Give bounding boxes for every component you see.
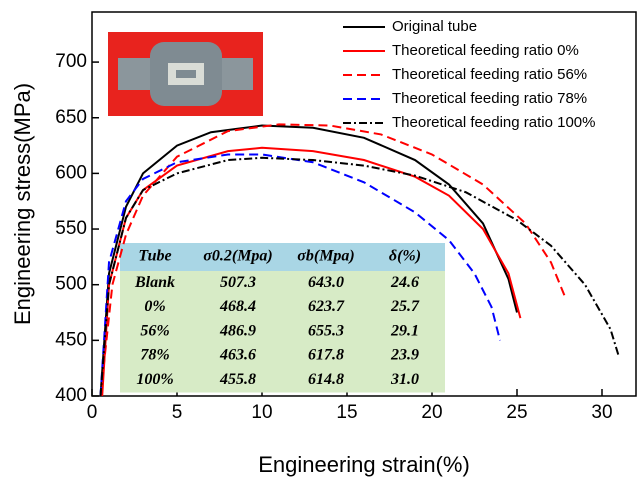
series-line bbox=[99, 156, 620, 397]
table-cell: 56% bbox=[140, 322, 169, 339]
y-tick-label: 600 bbox=[55, 162, 87, 183]
table-header-cell: Tube bbox=[138, 248, 171, 265]
x-tick-label: 10 bbox=[251, 402, 272, 423]
table-cell: 25.7 bbox=[390, 298, 420, 315]
table-header-cell: δ(%) bbox=[389, 248, 421, 265]
legend-label: Original tube bbox=[392, 18, 477, 35]
photo-inset bbox=[108, 32, 263, 116]
table-cell: 507.3 bbox=[220, 274, 256, 291]
table-cell: 486.9 bbox=[219, 322, 256, 339]
series-line bbox=[99, 124, 518, 397]
table-cell: 29.1 bbox=[390, 322, 419, 339]
table-cell: 78% bbox=[140, 347, 169, 364]
table-header-bg bbox=[120, 243, 445, 271]
table-cell: 468.4 bbox=[219, 298, 256, 315]
table-cell: 31.0 bbox=[390, 371, 419, 388]
table-cell: 100% bbox=[136, 371, 173, 388]
y-axis-label: Engineering stress(MPa) bbox=[10, 83, 35, 325]
x-tick-label: 30 bbox=[591, 402, 612, 423]
table-header-cell: σ0.2(Mpa) bbox=[203, 248, 273, 265]
series-line bbox=[101, 146, 522, 397]
x-axis-label: Engineering strain(%) bbox=[258, 452, 470, 477]
legend-label: Theoretical feeding ratio 78% bbox=[392, 90, 587, 107]
y-tick-label: 650 bbox=[55, 107, 87, 128]
y-tick-label: 500 bbox=[55, 274, 87, 295]
table-cell: 455.8 bbox=[219, 371, 256, 388]
x-tick-label: 15 bbox=[336, 402, 357, 423]
y-tick-label: 700 bbox=[55, 51, 87, 72]
y-tick-label: 400 bbox=[55, 385, 87, 406]
y-tick-label: 550 bbox=[55, 218, 87, 239]
x-tick-label: 0 bbox=[87, 402, 98, 423]
x-tick-label: 20 bbox=[421, 402, 442, 423]
legend-label: Theoretical feeding ratio 56% bbox=[392, 66, 587, 83]
table-cell: 617.8 bbox=[308, 347, 344, 364]
table-cell: 463.6 bbox=[219, 347, 256, 364]
table-cell: 643.0 bbox=[308, 274, 344, 291]
series-line bbox=[99, 153, 501, 397]
table-cell: 623.7 bbox=[308, 298, 345, 315]
table-cell: 24.6 bbox=[390, 274, 419, 291]
legend-label: Theoretical feeding ratio 0% bbox=[392, 42, 579, 59]
table-body-bg bbox=[120, 271, 445, 393]
table-cell: 0% bbox=[144, 298, 165, 315]
series-line bbox=[99, 123, 566, 397]
table-cell: Blank bbox=[134, 274, 175, 291]
plot-frame bbox=[91, 11, 637, 397]
table-header-cell: σb(Mpa) bbox=[297, 248, 355, 265]
table-cell: 655.3 bbox=[308, 322, 344, 339]
x-tick-label: 25 bbox=[506, 402, 527, 423]
legend-label: Theoretical feeding ratio 100% bbox=[392, 114, 595, 131]
table-cell: 614.8 bbox=[308, 371, 344, 388]
y-tick-label: 450 bbox=[55, 329, 87, 350]
x-tick-label: 5 bbox=[172, 402, 183, 423]
table-cell: 23.9 bbox=[390, 347, 419, 364]
